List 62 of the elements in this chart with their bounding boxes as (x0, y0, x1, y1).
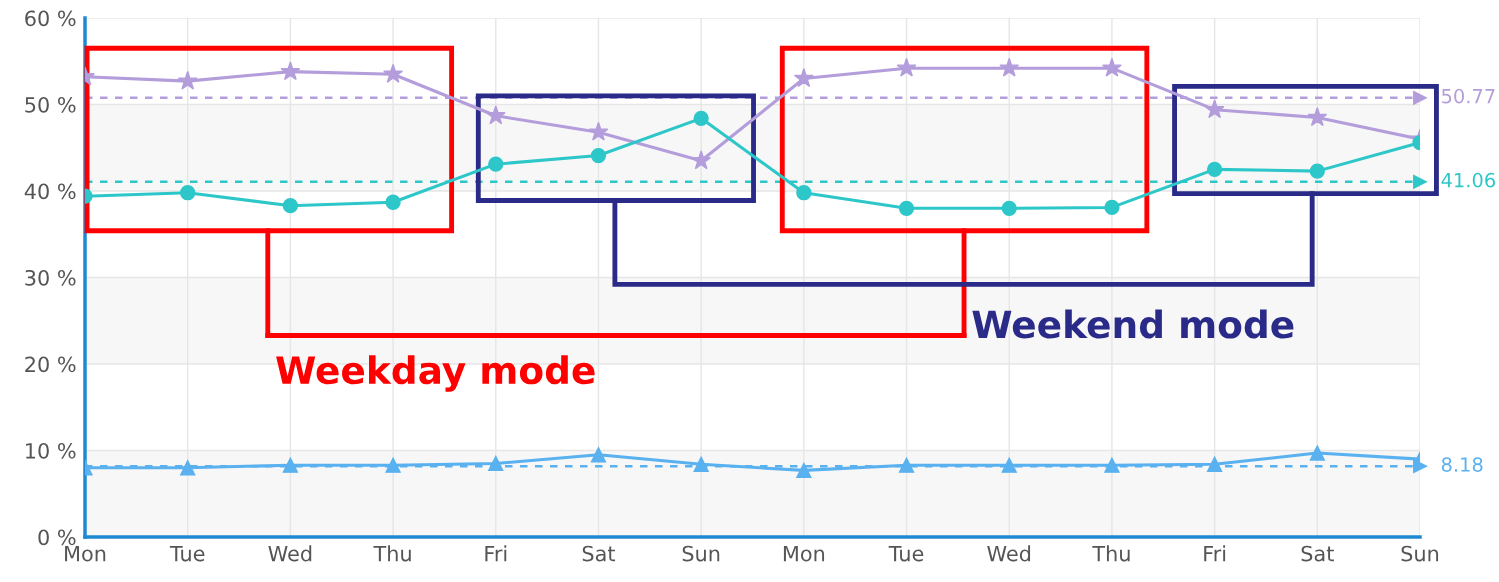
point (280, 61, 301, 81)
y-tick-label: 20 % (25, 356, 76, 373)
ref-line-label: 50.77 (1442, 88, 1495, 104)
x-tick-label: Fri (1204, 545, 1226, 562)
x-tick-label: Sun (1401, 545, 1439, 562)
point (385, 194, 401, 210)
point (385, 457, 401, 473)
point (796, 185, 812, 201)
point (488, 156, 504, 172)
point (793, 68, 814, 88)
point (383, 63, 404, 83)
x-tick-label: Sat (1301, 545, 1334, 562)
point (1104, 199, 1120, 216)
x-tick-label: Fri (485, 545, 507, 562)
x-tick-label: Thu (1092, 545, 1130, 562)
point (896, 57, 917, 77)
x-tick-label: Wed (268, 545, 312, 562)
ref-line-label: 8.18 (1441, 457, 1483, 472)
y-tick-label: 50 % (25, 96, 76, 113)
x-tick-label: Mon (65, 545, 106, 562)
x-tick-label: Tue (169, 545, 205, 562)
annotation: Weekday mode (276, 355, 595, 392)
point (1206, 456, 1223, 472)
point (488, 455, 504, 472)
point (1309, 445, 1325, 461)
y-tick-label: 40 % (24, 183, 76, 200)
x-tick-label: Mon (783, 545, 825, 562)
x-tick-label: Tue (888, 545, 924, 562)
y-tick-label: 10 % (26, 442, 76, 459)
point (796, 462, 812, 479)
point (1206, 161, 1223, 178)
x-tick-label: Sun (682, 545, 720, 562)
point (1001, 457, 1017, 473)
point (590, 147, 607, 164)
point (177, 70, 198, 90)
y-tick-label: 60 % (25, 10, 76, 27)
point (282, 457, 299, 473)
point (588, 121, 609, 141)
x-tick-label: Wed (987, 545, 1031, 562)
point (485, 105, 506, 125)
x-tick-label: Thu (373, 545, 411, 562)
point (999, 57, 1020, 77)
point (1204, 99, 1225, 119)
y-tick-label: 30 % (25, 269, 76, 286)
ref-line-label: 41.06 (1441, 172, 1495, 188)
point (1309, 163, 1325, 179)
point (282, 198, 299, 214)
point (691, 150, 712, 170)
point (898, 200, 915, 216)
point (590, 447, 607, 463)
point (1001, 200, 1017, 216)
point (180, 460, 196, 476)
point (180, 185, 196, 201)
point (898, 457, 915, 473)
point (693, 110, 709, 126)
point (693, 456, 709, 472)
point (1104, 457, 1120, 473)
x-tick-label: Sat (582, 545, 616, 562)
point (1307, 107, 1328, 127)
point (1101, 57, 1122, 77)
y-tick-label: 0 % (38, 529, 76, 546)
annotation: Weekend mode (972, 309, 1294, 339)
